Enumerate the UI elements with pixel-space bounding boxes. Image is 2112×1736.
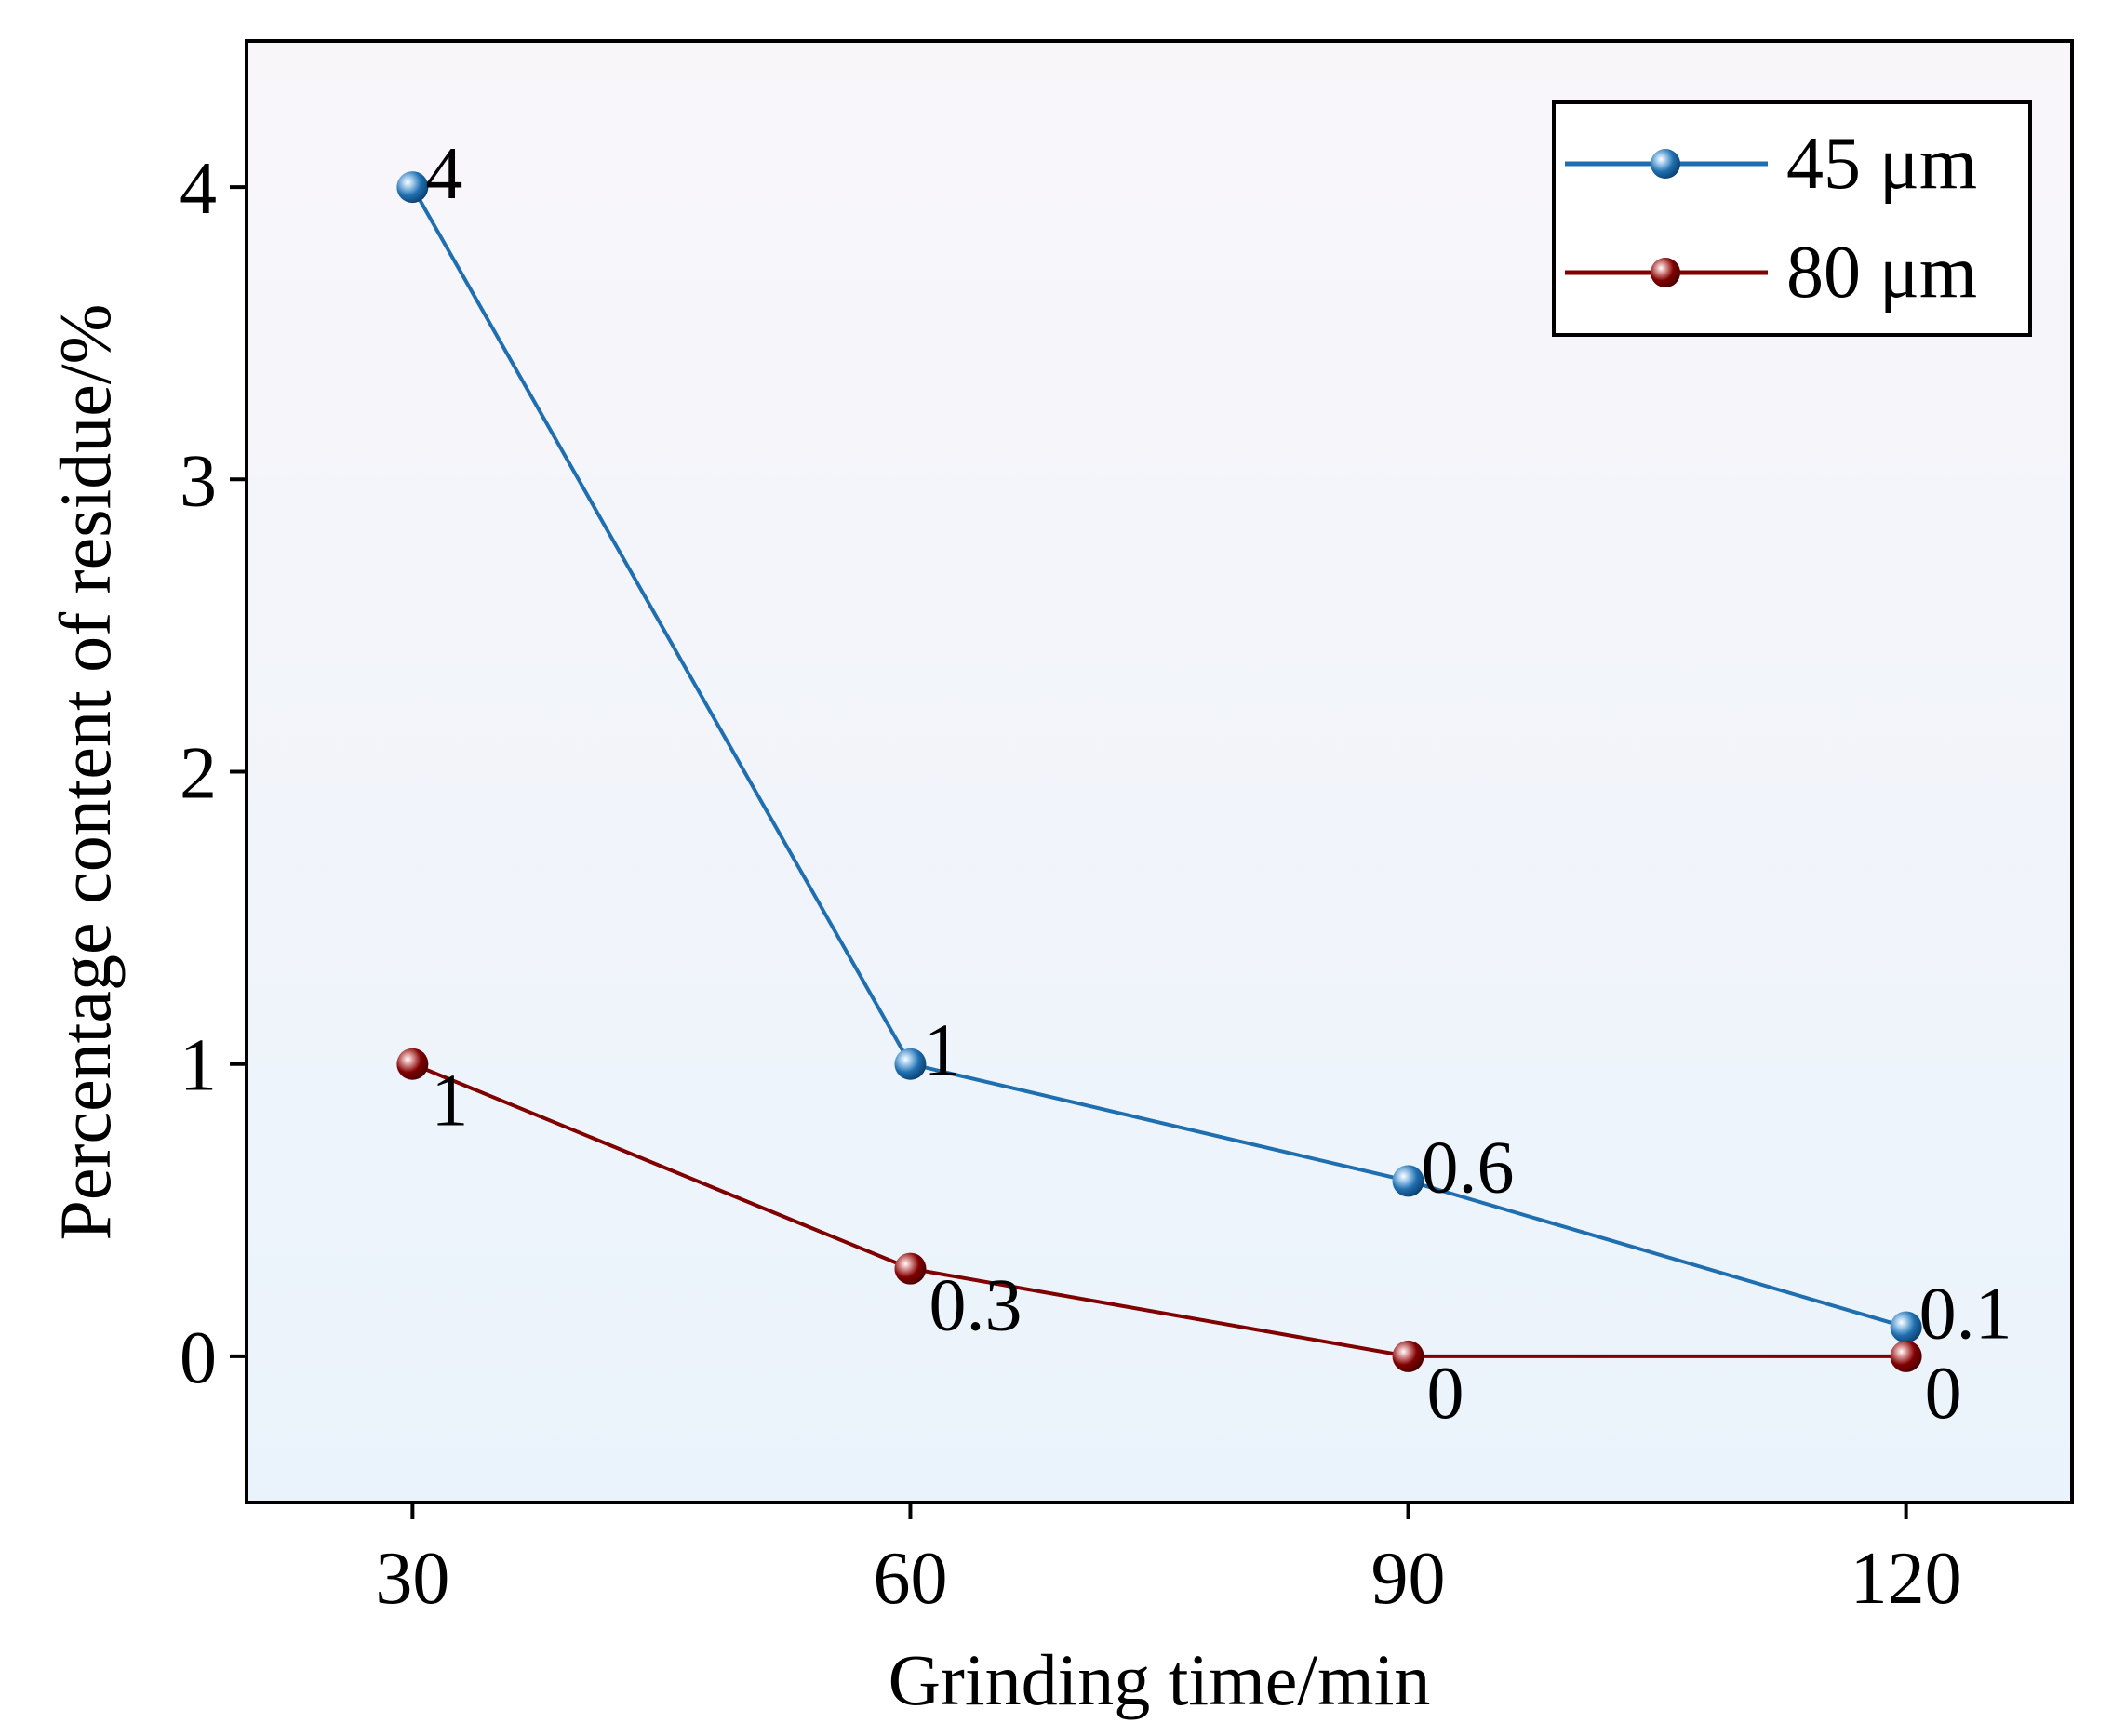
- legend-marker-45um: [1651, 149, 1680, 179]
- data-label-45m-120: 0.1: [1919, 1273, 2012, 1355]
- data-label-80m-30: 1: [431, 1061, 468, 1142]
- data-label-80m-120: 0: [1925, 1353, 1962, 1435]
- point-80m-30: [396, 1048, 429, 1080]
- y-tick-label-2: 2: [180, 733, 217, 815]
- plot-frame: [245, 39, 2074, 1504]
- point-80m-90: [1392, 1340, 1424, 1372]
- legend-box: [1552, 100, 2032, 337]
- x-axis-label: Grinding time/min: [889, 1639, 1431, 1720]
- point-80m-60: [894, 1252, 927, 1285]
- y-tick-label-1: 1: [180, 1025, 217, 1107]
- data-label-45m-90: 0.6: [1422, 1127, 1515, 1209]
- point-80m-120: [1890, 1340, 1922, 1372]
- point-45m-90: [1392, 1165, 1424, 1197]
- y-axis-label: Percentage content of residue/%: [45, 303, 126, 1240]
- data-label-45m-60: 1: [923, 1010, 960, 1092]
- data-label-80m-60: 0.3: [929, 1265, 1022, 1347]
- y-tick-label-0: 0: [180, 1317, 217, 1399]
- legend: 45 μm 80 μm: [1552, 100, 2032, 337]
- y-tick-label-3: 3: [180, 440, 217, 522]
- legend-label-45um: 45 μm: [1786, 123, 1977, 205]
- y-tick-label-4: 4: [180, 148, 217, 230]
- point-45m-120: [1890, 1311, 1922, 1343]
- x-tick-label-60: 60: [873, 1538, 947, 1620]
- data-label-45m-30: 4: [425, 133, 462, 215]
- legend-label-80um: 80 μm: [1786, 232, 1977, 314]
- legend-marker-80um: [1651, 258, 1680, 287]
- point-45m-30: [396, 171, 429, 204]
- x-tick-label-90: 90: [1371, 1538, 1446, 1620]
- x-tick-label-30: 30: [375, 1538, 449, 1620]
- series-layer: 4 1 0.6 0.1 1 0.3 0 0: [396, 133, 2012, 1435]
- series-line-80m: [411, 1062, 1906, 1358]
- series-line-45m: [410, 186, 1907, 1329]
- x-tick-label-120: 120: [1851, 1538, 1962, 1620]
- data-label-80m-90: 0: [1427, 1353, 1464, 1435]
- point-45m-60: [894, 1048, 927, 1080]
- series-45m: 4 1 0.6 0.1: [396, 133, 2012, 1355]
- y-axis-ticks: 0 1 2 3 4: [180, 148, 247, 1399]
- x-axis-ticks: 30 60 90 120: [375, 1502, 1962, 1620]
- series-80m: 1 0.3 0 0: [396, 1048, 1962, 1435]
